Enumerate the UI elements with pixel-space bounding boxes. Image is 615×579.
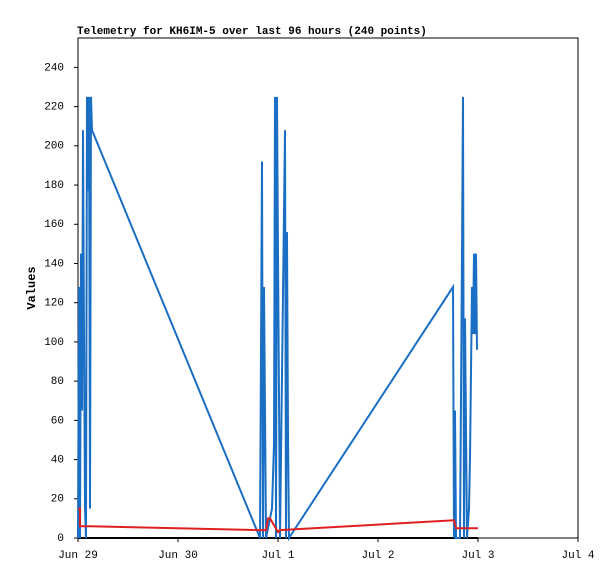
series-line xyxy=(78,507,478,534)
y-tick-label: 60 xyxy=(51,415,64,427)
y-tick-label: 140 xyxy=(44,258,64,270)
x-tick-label: Jun 29 xyxy=(58,550,98,562)
y-tick-label: 100 xyxy=(44,337,64,349)
x-tick-label: Jul 4 xyxy=(561,550,594,562)
y-axis-label: Values xyxy=(25,266,39,309)
y-tick-label: 180 xyxy=(44,180,64,192)
y-tick-label: 220 xyxy=(44,102,64,114)
y-tick-label: 0 xyxy=(57,533,64,545)
y-tick-label: 200 xyxy=(44,141,64,153)
y-tick-label: 40 xyxy=(51,454,64,466)
y-tick-label: 20 xyxy=(51,494,64,506)
chart-title: Telemetry for KH6IM-5 over last 96 hours… xyxy=(77,26,427,38)
x-tick-label: Jul 3 xyxy=(461,550,494,562)
x-tick-label: Jul 1 xyxy=(261,550,294,562)
y-tick-label: 160 xyxy=(44,219,64,231)
x-tick-label: Jul 2 xyxy=(361,550,394,562)
y-tick-label: 120 xyxy=(44,298,64,310)
y-tick-label: 240 xyxy=(44,62,64,74)
x-tick-label: Jun 30 xyxy=(158,550,198,562)
series-line xyxy=(77,96,478,542)
y-tick-label: 80 xyxy=(51,376,64,388)
plot-frame xyxy=(77,37,579,539)
